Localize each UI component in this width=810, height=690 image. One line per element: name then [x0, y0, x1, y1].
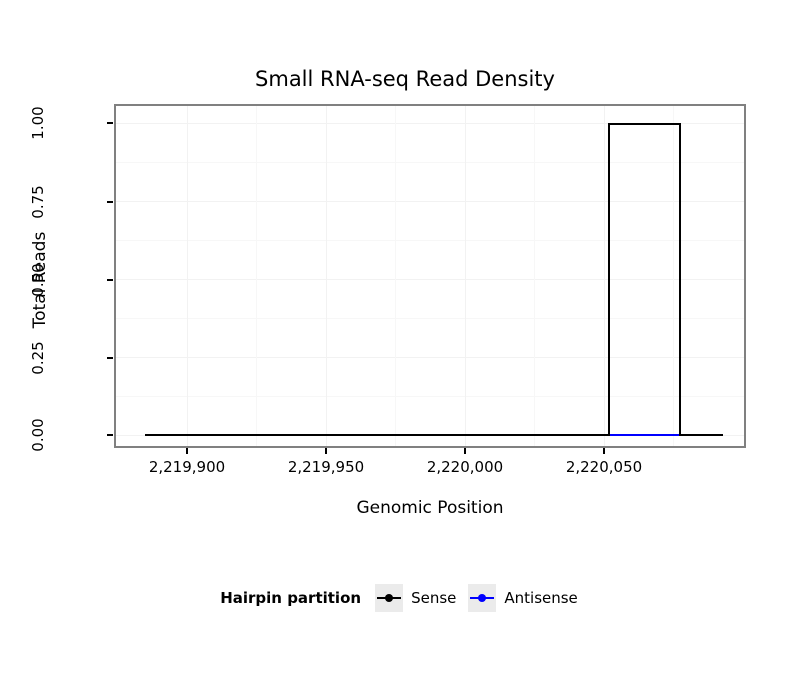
legend-key-dot-antisense: [478, 594, 487, 602]
gridline-h-minor-1: [116, 162, 744, 163]
legend-title: Hairpin partition: [220, 589, 362, 607]
series-sense-plateau: [608, 123, 681, 125]
x-tick-mark-4: [603, 448, 605, 454]
gridline-h-minor-2: [116, 240, 744, 241]
gridline-v-minor-3: [534, 106, 535, 446]
gridline-h-major-025: [116, 357, 744, 358]
series-sense-rising-edge: [608, 123, 610, 436]
y-tick-label-4: 0.25: [29, 341, 47, 375]
gridline-h-minor-3: [116, 318, 744, 319]
x-tick-mark-2: [325, 448, 327, 454]
legend-entry-sense[interactable]: Sense: [375, 584, 456, 612]
gridline-h-major-100: [116, 123, 744, 124]
x-tick-mark-1: [186, 448, 188, 454]
x-tick-label-2: 2,219,950: [287, 458, 365, 476]
x-axis-title: Genomic Position: [356, 498, 504, 518]
plot-panel: [114, 104, 746, 448]
series-sense-baseline-left: [145, 434, 610, 436]
y-tick-mark-1: [107, 122, 113, 124]
legend-key-dot-sense: [385, 594, 394, 602]
legend-entry-antisense[interactable]: Antisense: [468, 584, 578, 612]
gridline-h-minor-4: [116, 396, 744, 397]
y-tick-mark-3: [107, 279, 113, 281]
gridline-h-major-075: [116, 201, 744, 202]
legend-key-antisense-icon: [468, 584, 497, 612]
gridline-v-major-2219950: [326, 106, 327, 446]
legend-key-sense-icon: [375, 584, 404, 612]
y-tick-mark-2: [107, 201, 113, 203]
chart-title: Small RNA-seq Read Density: [255, 67, 555, 91]
gridline-v-major-2220000: [465, 106, 466, 446]
gridline-v-minor-2: [395, 106, 396, 446]
y-tick-label-3: 0.50: [29, 263, 47, 297]
gridline-v-major-2219900: [187, 106, 188, 446]
y-tick-label-5: 0.00: [29, 418, 47, 452]
gridline-v-major-2220050: [604, 106, 605, 446]
y-tick-mark-5: [107, 434, 113, 436]
gridline-h-major-050: [116, 279, 744, 280]
series-sense-baseline-right: [679, 434, 723, 436]
x-tick-label-4: 2,220,050: [565, 458, 643, 476]
legend-label-antisense: Antisense: [504, 589, 578, 607]
x-tick-mark-3: [464, 448, 466, 454]
y-tick-label-2: 0.75: [29, 185, 47, 219]
gridline-v-minor-4: [673, 106, 674, 446]
y-tick-mark-4: [107, 357, 113, 359]
x-tick-label-1: 2,219,900: [148, 458, 226, 476]
gridline-v-minor-1: [256, 106, 257, 446]
series-sense-falling-edge: [679, 123, 681, 436]
legend: Hairpin partition Sense Antisense: [0, 584, 810, 612]
y-tick-label-1: 1.00: [29, 106, 47, 140]
plot-area: [116, 106, 744, 446]
legend-label-sense: Sense: [411, 589, 457, 607]
x-tick-label-3: 2,220,000: [426, 458, 504, 476]
